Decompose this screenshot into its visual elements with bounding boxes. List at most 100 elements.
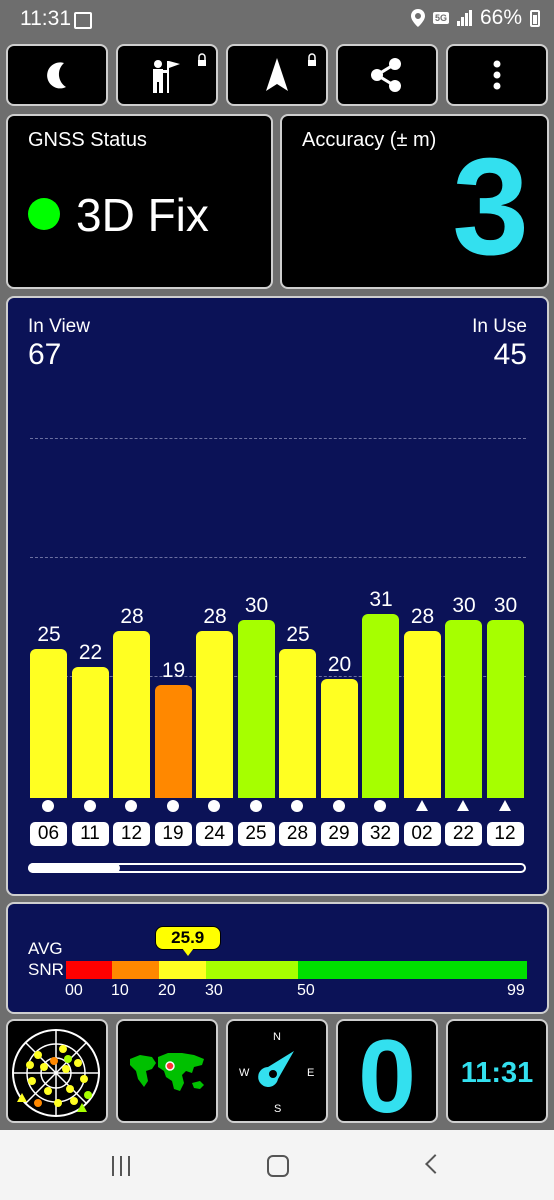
snr-label: SNR xyxy=(28,960,64,979)
constellation-dot-icon xyxy=(166,800,179,812)
clock-value: 11:31 xyxy=(460,1057,534,1089)
accuracy-panel[interactable]: Accuracy (± m) 3 xyxy=(280,114,549,289)
satellite-snr-bar xyxy=(237,619,275,798)
avg-label: AVG xyxy=(28,939,63,958)
snr-scale-segment xyxy=(206,961,298,979)
snr-scale-segment xyxy=(112,961,159,979)
battery-percent: 66% xyxy=(479,6,522,29)
share-button[interactable] xyxy=(336,44,438,106)
in-use-label: In Use xyxy=(472,316,527,337)
satellite-snr-value: 31 xyxy=(369,587,393,611)
compass-north-label: N xyxy=(273,1031,281,1043)
snr-scale-segment xyxy=(298,961,527,979)
gnss-status-panel[interactable]: GNSS Status 3D Fix xyxy=(6,114,273,289)
constellation-dot-icon xyxy=(249,800,262,812)
constellation-dot-icon xyxy=(332,800,345,812)
satellite-snr-bar xyxy=(320,679,358,798)
system-nav-bar xyxy=(0,1130,554,1200)
satellite-snr-value: 25 xyxy=(286,623,310,647)
constellation-dot-icon xyxy=(208,800,220,812)
satellite-snr-value: 25 xyxy=(37,623,61,647)
navigation-arrow-icon xyxy=(266,53,316,91)
status-time: 11:31 xyxy=(20,7,71,30)
speed-button[interactable]: 0 xyxy=(336,1019,438,1123)
satellite-prn-label: 12 xyxy=(486,822,524,846)
speed-value: 0 xyxy=(358,1019,416,1123)
satellite-snr-bar xyxy=(362,613,399,798)
grid-line xyxy=(30,557,526,558)
constellation-triangle-icon xyxy=(415,800,428,811)
night-mode-button[interactable] xyxy=(6,44,108,106)
satellite-prn-label: 22 xyxy=(445,822,482,846)
satellite-prn-label: 29 xyxy=(320,822,358,846)
constellation-dot-icon xyxy=(291,800,303,812)
grid-line xyxy=(30,438,526,439)
avg-snr-panel: AVG SNR 00 10 20 30 50 99 25.9 xyxy=(6,902,549,1014)
accuracy-label: Accuracy (± m) xyxy=(302,129,437,151)
satellite-snr-bar xyxy=(196,631,233,798)
satellite-prn-label: 02 xyxy=(403,822,441,846)
satellite-snr-bar xyxy=(113,631,150,798)
snr-scale-tick: 00 xyxy=(65,982,83,999)
network-type-badge: 5G xyxy=(432,12,449,24)
battery-icon xyxy=(530,9,540,27)
satellite-snr-bar xyxy=(486,619,524,798)
fix-indicator-dot xyxy=(28,198,60,230)
compass-west-label: W xyxy=(239,1067,250,1079)
snr-scale-segment xyxy=(159,961,206,979)
gallery-icon xyxy=(74,12,92,29)
satellite-prn-label: 11 xyxy=(71,822,109,846)
satellite-prn-label: 12 xyxy=(113,822,150,846)
moon-icon xyxy=(47,62,66,89)
constellation-dot-icon xyxy=(83,800,96,812)
satellite-prn-label: 32 xyxy=(362,822,399,846)
recent-apps-icon[interactable] xyxy=(112,1156,130,1176)
clock-button[interactable]: 11:31 xyxy=(446,1019,548,1123)
satellite-prn-label: 06 xyxy=(30,822,67,846)
snr-scale-tick: 30 xyxy=(205,982,223,999)
satellite-prn-label: 25 xyxy=(237,822,275,846)
constellation-triangle-icon xyxy=(498,800,511,811)
satellite-prn-label: 24 xyxy=(196,822,233,846)
avg-snr-bubble: 25.9 xyxy=(154,926,221,956)
satellite-snr-value: 28 xyxy=(203,605,227,629)
more-menu-button[interactable] xyxy=(446,44,548,106)
satellite-snr-bar xyxy=(445,619,482,798)
location-tools-button[interactable] xyxy=(116,44,218,106)
satellite-scroll-thumb[interactable] xyxy=(28,863,120,873)
constellation-dot-icon xyxy=(42,800,54,812)
satellite-snr-bar xyxy=(71,667,109,798)
constellation-dot-icon xyxy=(374,800,386,812)
satellite-snr-value: 30 xyxy=(244,593,269,617)
satellite-prn-label: 28 xyxy=(279,822,316,846)
location-pin-icon xyxy=(410,9,425,27)
share-icon xyxy=(371,58,401,92)
satellite-snr-bar xyxy=(403,631,441,798)
accuracy-value: 3 xyxy=(452,130,529,284)
more-vert-icon xyxy=(493,60,501,90)
snr-scale-tick: 20 xyxy=(158,982,176,999)
home-icon[interactable] xyxy=(267,1155,289,1177)
satellite-snr-bar xyxy=(30,649,67,798)
avg-snr-label: AVG SNR xyxy=(28,938,64,980)
sky-view-button[interactable] xyxy=(6,1019,108,1123)
world-map-button[interactable] xyxy=(116,1019,218,1123)
back-icon[interactable] xyxy=(425,1154,445,1174)
compass-icon xyxy=(258,1051,294,1087)
satellite-snr-value: 30 xyxy=(452,593,476,617)
satellite-snr-value: 28 xyxy=(410,605,435,629)
navigation-button[interactable] xyxy=(226,44,328,106)
world-map-icon xyxy=(128,1049,208,1097)
satellite-prn-label: 19 xyxy=(154,822,192,846)
constellation-dot-icon xyxy=(125,800,137,812)
compass-button[interactable]: N E S W xyxy=(226,1019,328,1123)
satellite-snr-value: 19 xyxy=(161,658,186,682)
snr-scale-tick: 99 xyxy=(507,982,525,999)
snr-scale-segment xyxy=(66,961,112,979)
satellite-signal-panel[interactable]: In View 67 In Use 45 25 06 22 11 28 12 19 19 28 2… xyxy=(6,296,549,896)
snr-scale-tick: 50 xyxy=(297,982,315,999)
satellite-snr-value: 22 xyxy=(78,641,103,665)
compass-south-label: S xyxy=(274,1103,282,1115)
satellite-snr-value: 28 xyxy=(120,605,144,629)
person-flag-icon xyxy=(153,53,206,93)
